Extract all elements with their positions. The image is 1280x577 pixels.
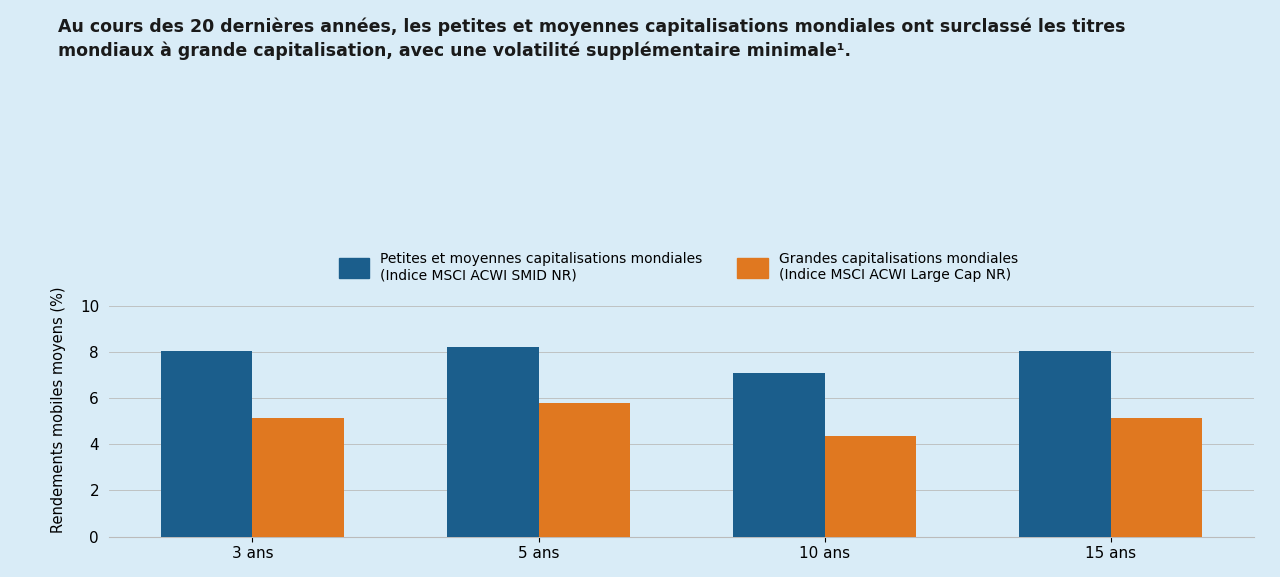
Bar: [539, 403, 630, 537]
Bar: [161, 351, 252, 537]
Bar: [733, 373, 824, 537]
Y-axis label: Rendements mobiles moyens (%): Rendements mobiles moyens (%): [51, 286, 67, 533]
Legend: Petites et moyennes capitalisations mondiales
(Indice MSCI ACWI SMID NR), Grande: Petites et moyennes capitalisations mond…: [339, 252, 1018, 282]
Bar: [447, 347, 539, 537]
Bar: [1111, 418, 1202, 537]
Text: Au cours des 20 dernières années, les petites et moyennes capitalisations mondia: Au cours des 20 dernières années, les pe…: [58, 17, 1125, 60]
Bar: [252, 418, 344, 537]
Bar: [1019, 351, 1111, 537]
Bar: [824, 436, 916, 537]
